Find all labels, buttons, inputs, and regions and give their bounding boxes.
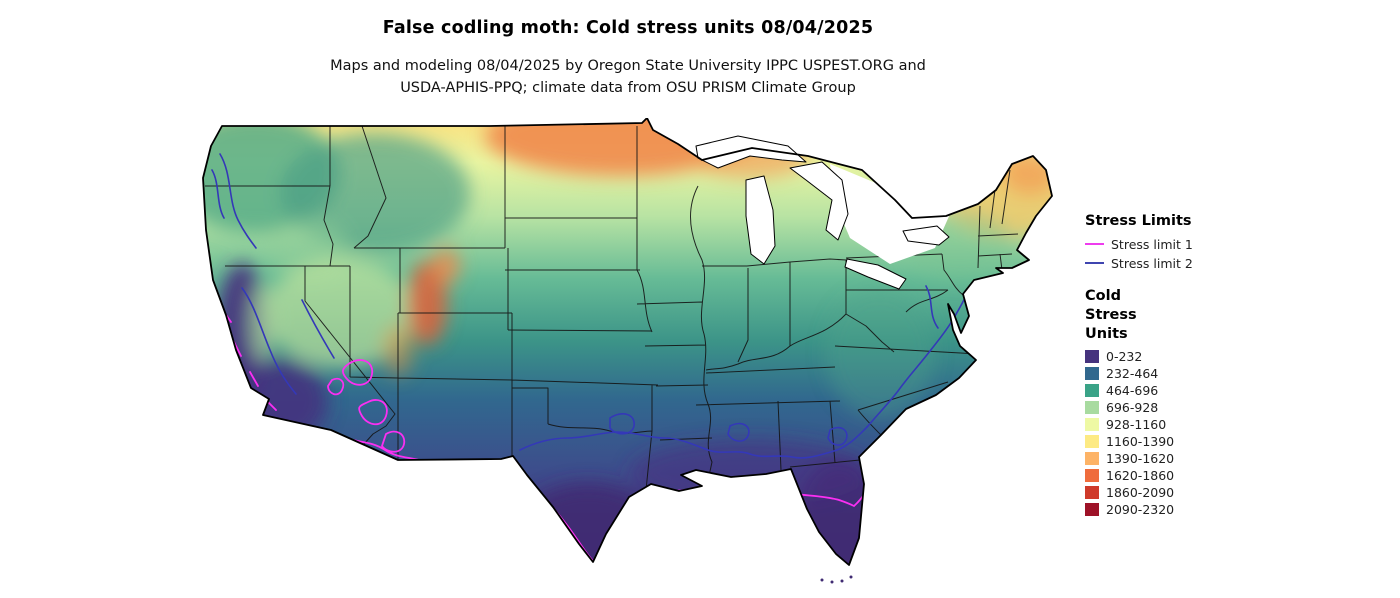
color-swatch bbox=[1085, 502, 1099, 516]
color-swatch bbox=[1085, 434, 1099, 448]
subtitle-line-2: USDA-APHIS-PPQ; climate data from OSU PR… bbox=[400, 80, 856, 96]
stress-limit-2-label: Stress limit 2 bbox=[1111, 255, 1193, 271]
legend-item-stress-limit-2: Stress limit 2 bbox=[1085, 255, 1245, 271]
range-label: 696-928 bbox=[1106, 399, 1159, 415]
range-label: 928-1160 bbox=[1106, 416, 1167, 432]
legend-item-range-7: 1390-1620 bbox=[1085, 450, 1245, 466]
state-borders bbox=[205, 125, 1019, 491]
range-label: 1620-1860 bbox=[1106, 467, 1175, 483]
legend-item-range-4: 696-928 bbox=[1085, 399, 1245, 415]
stress-limits-heading: Stress Limits bbox=[1085, 213, 1192, 229]
color-swatch bbox=[1085, 485, 1099, 499]
lake-huron bbox=[789, 161, 849, 241]
stress-limit-2-swatch bbox=[1085, 262, 1104, 264]
legend-item-range-9: 1860-2090 bbox=[1085, 484, 1245, 500]
legend-item-range-2: 232-464 bbox=[1085, 365, 1245, 381]
legend-item-range-6: 1160-1390 bbox=[1085, 433, 1245, 449]
color-swatch bbox=[1085, 400, 1099, 414]
color-swatch bbox=[1085, 383, 1099, 397]
lake-superior bbox=[695, 135, 807, 169]
range-label: 2090-2320 bbox=[1106, 501, 1175, 517]
legend-item-stress-limit-1: Stress limit 1 bbox=[1085, 236, 1245, 252]
legend: Stress Limits Stress limit 1 Stress limi… bbox=[1085, 212, 1245, 519]
stress-limit-1-label: Stress limit 1 bbox=[1111, 236, 1193, 252]
legend-item-range-3: 464-696 bbox=[1085, 382, 1245, 398]
range-label: 0-232 bbox=[1106, 348, 1143, 364]
us-map bbox=[190, 117, 1070, 594]
color-swatch bbox=[1085, 468, 1099, 482]
lake-erie bbox=[844, 258, 907, 290]
us-map-svg bbox=[202, 117, 1053, 584]
color-swatch bbox=[1085, 366, 1099, 380]
stress-limit-1-swatch bbox=[1085, 243, 1104, 245]
legend-item-range-5: 928-1160 bbox=[1085, 416, 1245, 432]
range-label: 1390-1620 bbox=[1106, 450, 1175, 466]
great-lakes bbox=[695, 135, 950, 290]
color-swatch bbox=[1085, 349, 1099, 363]
lake-ontario bbox=[902, 225, 950, 246]
range-label: 1160-1390 bbox=[1106, 433, 1175, 449]
legend-item-range-10: 2090-2320 bbox=[1085, 501, 1245, 517]
legend-item-range-8: 1620-1860 bbox=[1085, 467, 1245, 483]
page-title: False codling moth: Cold stress units 08… bbox=[382, 18, 874, 38]
subtitle: Maps and modeling 08/04/2025 by Oregon S… bbox=[0, 55, 1256, 99]
color-swatch bbox=[1085, 417, 1099, 431]
lake-michigan bbox=[745, 175, 776, 265]
range-label: 1860-2090 bbox=[1106, 484, 1175, 500]
stress-limit-2-line bbox=[211, 153, 969, 459]
range-label: 464-696 bbox=[1106, 382, 1159, 398]
color-swatch bbox=[1085, 451, 1099, 465]
range-label: 232-464 bbox=[1106, 365, 1159, 381]
subtitle-line-1: Maps and modeling 08/04/2025 by Oregon S… bbox=[330, 58, 926, 74]
florida-keys bbox=[820, 575, 853, 584]
cold-stress-units-heading: Cold Stress Units bbox=[1085, 288, 1137, 342]
legend-item-range-1: 0-232 bbox=[1085, 348, 1245, 364]
